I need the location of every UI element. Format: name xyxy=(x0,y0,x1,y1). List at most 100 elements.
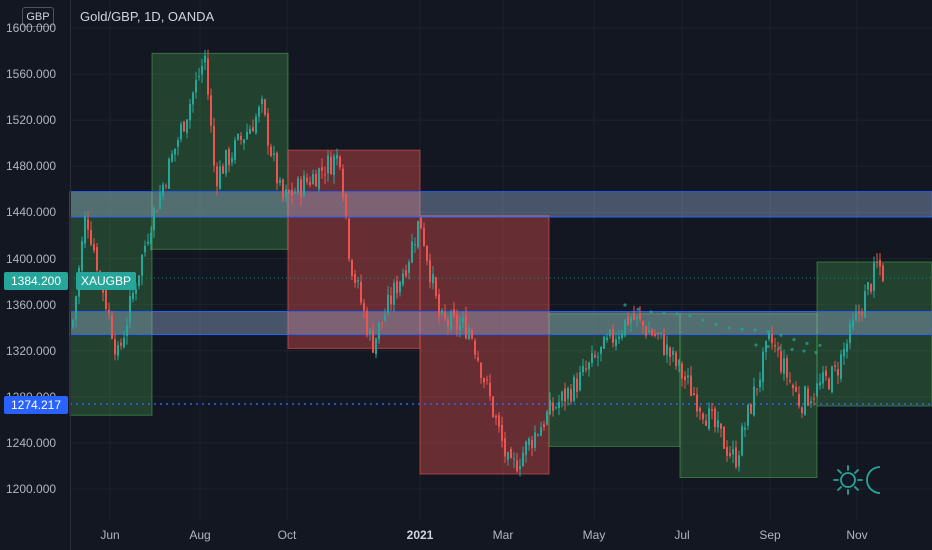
candle-body xyxy=(285,189,287,197)
candle-body xyxy=(297,178,299,193)
projection-dot xyxy=(814,350,818,355)
candle-body xyxy=(777,349,779,351)
candle-body xyxy=(582,366,584,373)
candle-body xyxy=(726,446,728,456)
time-tick-label: May xyxy=(582,528,606,542)
candle-body xyxy=(429,260,431,282)
candle-body xyxy=(363,303,365,311)
candle-body xyxy=(603,336,605,349)
candle-body xyxy=(390,295,392,305)
candle-body xyxy=(342,168,344,198)
candle-body xyxy=(738,455,740,467)
candle-body xyxy=(204,55,206,63)
candle-body xyxy=(504,438,506,457)
candle-body xyxy=(780,351,782,372)
candle-body xyxy=(711,409,713,411)
candle-body xyxy=(762,351,764,383)
projection-dot xyxy=(714,322,718,327)
candle-body xyxy=(375,337,377,355)
candle-body xyxy=(240,135,242,140)
candle-body xyxy=(180,124,182,140)
candle-body xyxy=(303,175,305,197)
candle-body xyxy=(441,310,443,314)
candle-body xyxy=(819,382,821,386)
candle-body xyxy=(225,149,227,174)
candle-body xyxy=(669,347,671,358)
candle-body xyxy=(663,334,665,355)
candle-body xyxy=(600,346,602,354)
candle-body xyxy=(321,167,323,171)
candle-body xyxy=(792,384,794,389)
candle-body xyxy=(852,320,854,328)
candle-body xyxy=(192,92,194,105)
candle-body xyxy=(432,274,434,284)
candle-body xyxy=(588,362,590,370)
candle-body xyxy=(786,358,788,378)
candle-body xyxy=(612,329,614,343)
candle-body xyxy=(825,370,827,377)
candle-body xyxy=(861,311,863,316)
candle-body xyxy=(642,321,644,326)
candle-body xyxy=(258,107,260,117)
candle-body xyxy=(666,344,668,355)
candle-body xyxy=(264,99,266,115)
candle-body xyxy=(267,113,269,146)
candle-body xyxy=(252,127,254,132)
candle-body xyxy=(501,424,503,441)
candle-body xyxy=(423,228,425,246)
candle-body xyxy=(750,404,752,414)
candle-body xyxy=(834,365,836,367)
time-tick-label: Jun xyxy=(100,528,120,542)
candle-body xyxy=(162,184,164,196)
candle-body xyxy=(693,393,695,396)
candle-body xyxy=(486,379,488,381)
range-box-green xyxy=(69,191,153,416)
price-tick-label: 1240.000 xyxy=(6,435,57,450)
candle-body xyxy=(705,420,707,426)
candle-body xyxy=(708,408,710,429)
candle-body xyxy=(576,378,578,392)
candle-body xyxy=(279,179,281,183)
candle-body xyxy=(255,116,257,133)
candle-body xyxy=(261,98,263,105)
candle-body xyxy=(384,315,386,321)
candle-body xyxy=(876,261,878,263)
candle-body xyxy=(699,408,701,412)
candle-body xyxy=(759,379,761,388)
projection-dot xyxy=(753,328,757,332)
candle-body xyxy=(249,128,251,134)
candle-body xyxy=(159,192,161,209)
candle-body xyxy=(246,131,248,140)
candle-body xyxy=(756,388,758,390)
candle-body xyxy=(222,166,224,174)
candle-body xyxy=(153,207,155,231)
candle-body xyxy=(114,339,116,355)
currency-badge[interactable]: GBP xyxy=(22,7,54,27)
candles xyxy=(72,49,884,477)
candle-body xyxy=(519,466,521,469)
time-tick-label: Aug xyxy=(189,528,211,542)
price-tick-label: 1440.000 xyxy=(6,205,57,220)
candle-body xyxy=(318,168,320,190)
candle-body xyxy=(132,292,134,300)
line-price-tag[interactable]: 1274.217 xyxy=(4,396,68,414)
candle-body xyxy=(591,353,593,364)
candle-body xyxy=(213,125,215,166)
candle-body xyxy=(459,324,461,331)
candle-body xyxy=(474,340,476,355)
candle-body xyxy=(210,95,212,126)
resistance-zone xyxy=(69,191,932,218)
candle-body xyxy=(765,340,767,352)
candle-body xyxy=(549,399,551,415)
candle-body xyxy=(630,317,632,323)
candle-body xyxy=(828,378,830,390)
candle-body xyxy=(831,366,833,392)
candle-body xyxy=(654,334,656,336)
candle-body xyxy=(723,426,725,449)
candle-body xyxy=(732,449,734,455)
projection-dot xyxy=(792,338,796,342)
candle-body xyxy=(846,343,848,352)
candle-body xyxy=(858,311,860,314)
